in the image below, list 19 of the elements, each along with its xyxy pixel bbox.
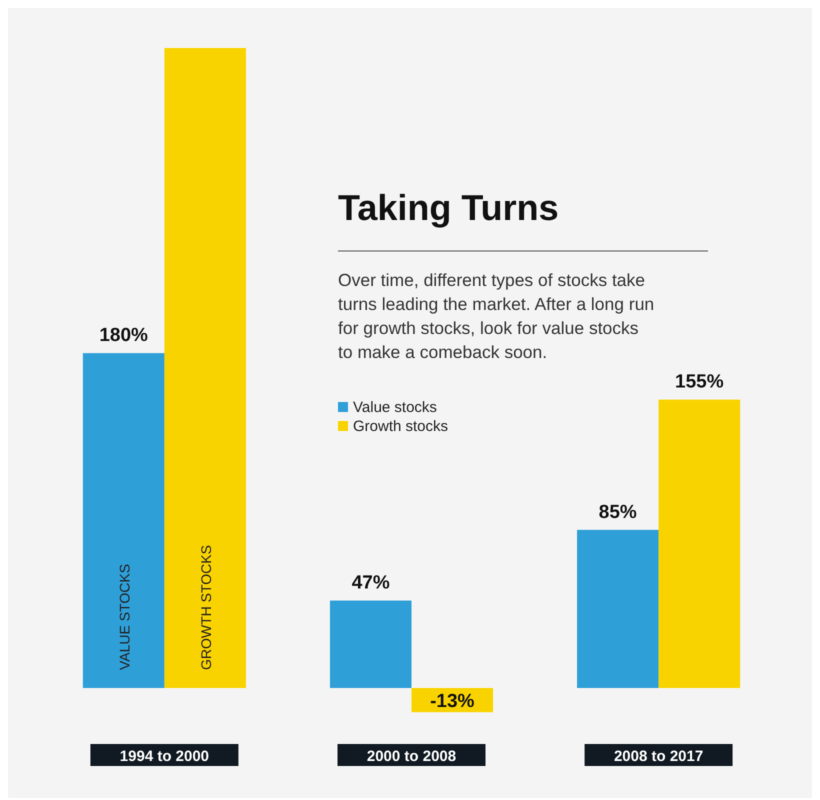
data-label: 85% <box>598 502 637 523</box>
text: Over time, different types of stocks take turns leading the market. After a long run for growth stocks, look for value stocks to make a comeback soon. <box>338 270 654 362</box>
annotation: VALUE STOCKS <box>116 564 133 670</box>
bar <box>658 400 740 688</box>
bar <box>330 600 412 688</box>
legend-label: Growth stocks <box>353 418 448 435</box>
x-tick-label: 2008 to 2017 <box>614 748 704 765</box>
x-tick-label: 1994 to 2000 <box>120 748 210 765</box>
data-label: 155% <box>675 372 724 393</box>
data-label: -13% <box>430 691 475 712</box>
text: Taking Turns <box>338 187 559 228</box>
annotation: GROWTH STOCKS <box>198 545 214 670</box>
bar <box>82 353 164 688</box>
x-tick-label: 2000 to 2008 <box>366 748 456 765</box>
data-label: 180% <box>99 325 148 346</box>
legend-label: Value stocks <box>353 399 437 416</box>
bar <box>577 530 659 688</box>
data-label: 47% <box>352 572 390 594</box>
bar <box>164 48 246 688</box>
